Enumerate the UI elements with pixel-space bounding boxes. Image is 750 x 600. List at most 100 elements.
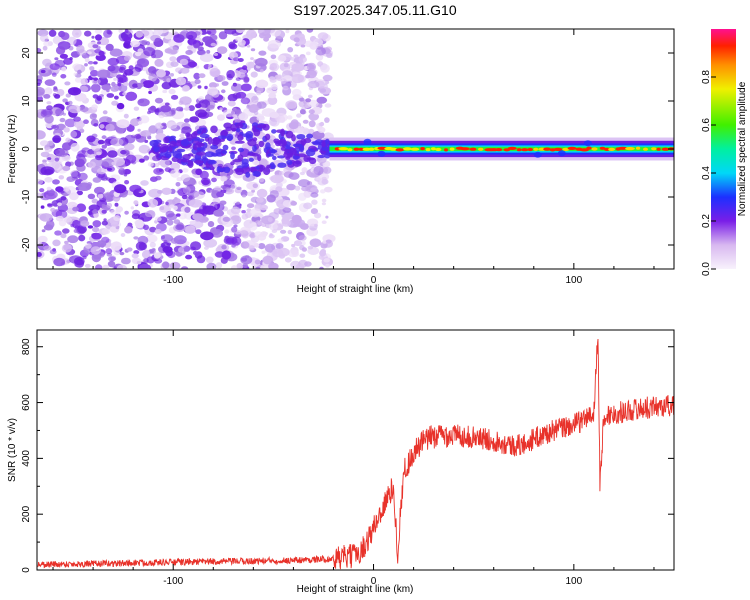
noise-cluster: [272, 155, 277, 161]
noise-speckle: [293, 54, 299, 58]
noise-speckle: [154, 108, 160, 113]
noise-speckle: [226, 188, 233, 193]
noise-speckle: [74, 92, 87, 102]
noise-speckle: [125, 91, 138, 102]
snr-ticks: -100 0 100 0 200 400 600 800: [21, 330, 674, 587]
noise-speckle: [159, 206, 165, 211]
noise-speckle: [77, 182, 92, 191]
noise-speckle: [321, 198, 327, 203]
noise-speckle: [138, 263, 152, 269]
carrier-peak: [347, 148, 353, 152]
noise-speckle: [303, 202, 313, 210]
noise-speckle: [95, 264, 103, 269]
noise-speckle: [105, 177, 111, 181]
noise-speckle: [308, 109, 315, 115]
noise-speckle: [186, 147, 191, 151]
noise-speckle: [316, 125, 323, 130]
noise-cluster: [277, 139, 287, 147]
noise-cluster: [288, 147, 297, 156]
noise-speckle: [235, 77, 241, 81]
noise-speckle: [241, 42, 246, 47]
noise-cluster: [210, 144, 219, 150]
noise-speckle: [159, 168, 163, 172]
noise-cluster: [277, 162, 287, 168]
noise-speckle: [102, 264, 110, 269]
noise-speckle: [63, 217, 73, 223]
noise-speckle: [137, 48, 144, 54]
noise-speckle: [316, 96, 328, 104]
noise-speckle: [298, 179, 310, 188]
noise-speckle: [160, 105, 172, 113]
noise-speckle: [111, 100, 119, 106]
noise-speckle: [185, 254, 193, 260]
noise-speckle: [64, 240, 69, 245]
x-tick-label: 0: [371, 576, 377, 587]
noise-speckle: [187, 45, 193, 50]
carrier-peak: [478, 147, 484, 151]
noise-speckle: [179, 58, 189, 66]
noise-speckle: [140, 180, 149, 186]
noise-speckle: [129, 184, 142, 193]
y-tick-label: 10: [21, 95, 32, 107]
noise-speckle: [321, 178, 329, 185]
noise-speckle: [68, 105, 82, 114]
noise-speckle: [101, 84, 112, 91]
noise-speckle: [73, 229, 79, 233]
noise-speckle: [252, 183, 258, 188]
noise-speckle: [110, 85, 120, 92]
noise-speckle: [220, 176, 228, 182]
carrier-peak: [449, 147, 455, 151]
noise-speckle: [203, 238, 218, 248]
noise-speckle: [304, 261, 312, 267]
noise-cluster: [221, 150, 228, 155]
noise-speckle: [195, 103, 202, 109]
noise-speckle: [307, 80, 320, 89]
noise-cluster: [308, 157, 317, 165]
noise-speckle: [133, 106, 140, 111]
carrier-peak: [567, 146, 577, 150]
noise-speckle: [176, 213, 181, 217]
noise-speckle: [277, 238, 284, 243]
noise-speckle: [248, 245, 255, 251]
noise-speckle: [87, 51, 92, 55]
noise-speckle: [102, 158, 115, 168]
noise-speckle: [107, 260, 116, 268]
carrier-peak: [507, 146, 517, 150]
noise-speckle: [224, 29, 237, 35]
noise-cluster: [291, 134, 296, 142]
noise-speckle: [275, 186, 283, 193]
noise-speckle: [79, 106, 89, 113]
noise-speckle: [207, 221, 215, 228]
noise-cluster: [230, 151, 235, 160]
noise-speckle: [147, 198, 159, 208]
noise-speckle: [91, 104, 98, 110]
noise-speckle: [303, 169, 307, 173]
noise-speckle: [37, 252, 42, 257]
noise-speckle: [47, 157, 52, 161]
noise-speckle: [175, 182, 181, 187]
noise-speckle: [310, 187, 317, 192]
noise-cluster: [271, 129, 277, 134]
noise-cluster: [187, 160, 194, 168]
noise-speckle: [180, 130, 186, 134]
noise-speckle: [111, 81, 116, 87]
noise-speckle: [90, 153, 97, 159]
noise-speckle: [92, 209, 98, 215]
noise-cluster: [259, 164, 264, 173]
noise-speckle: [175, 76, 187, 86]
noise-speckle: [230, 183, 237, 190]
colorbar-gradient: [711, 29, 736, 269]
noise-speckle: [211, 228, 224, 238]
noise-speckle: [275, 243, 284, 250]
noise-speckle: [148, 125, 158, 134]
noise-speckle: [125, 154, 137, 164]
noise-cluster: [172, 150, 182, 158]
carrier-peak: [368, 147, 375, 151]
noise-cluster: [180, 139, 190, 147]
noise-cluster: [201, 128, 207, 134]
carrier-peak: [353, 147, 360, 151]
noise-cluster: [160, 143, 169, 152]
noise-speckle: [130, 118, 141, 127]
carrier-peak: [338, 147, 349, 151]
noise-speckle: [231, 226, 238, 233]
